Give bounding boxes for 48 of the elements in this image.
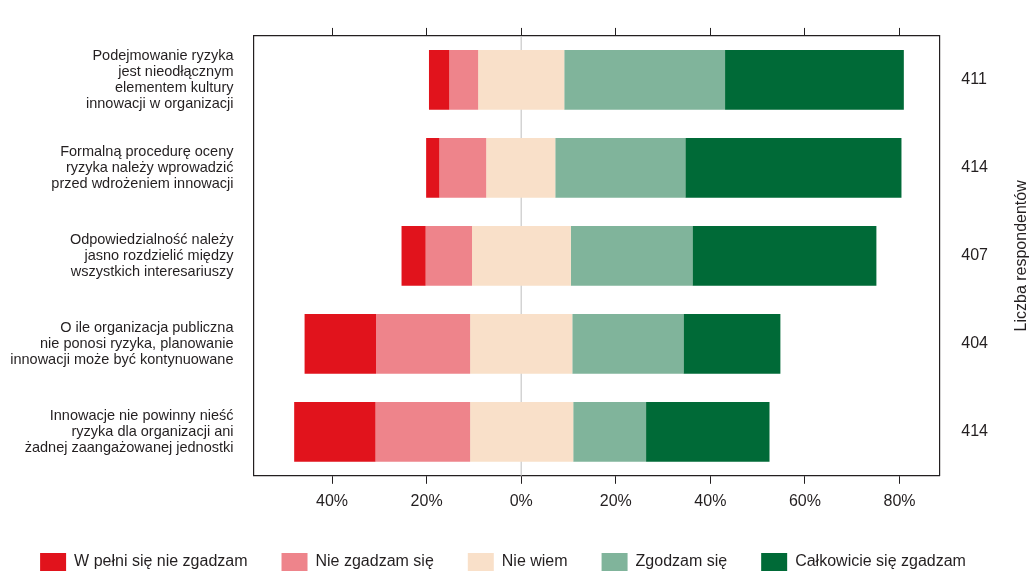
x-tick-label: 20% — [410, 491, 443, 509]
y2-axis-title: Liczba respondentów — [1012, 179, 1030, 332]
x-tick-label: 0% — [509, 491, 533, 509]
x-tick-label: 80% — [883, 491, 916, 509]
bar — [683, 313, 781, 374]
bar — [439, 137, 487, 198]
legend-label: W pełni się nie zgadzam — [74, 552, 248, 570]
bar — [725, 50, 904, 110]
bar — [428, 50, 450, 110]
y-tick-label: Innowacje nie powinny nieść ryzyka dla organizacji ani żadnej zaangażowanej jednostki — [24, 406, 234, 455]
bar — [573, 401, 647, 462]
legend-label: Zgodzam się — [635, 552, 728, 570]
bar — [449, 50, 479, 110]
y2-tick-label: 414 — [961, 422, 989, 440]
bar — [425, 225, 473, 286]
bar — [470, 401, 574, 462]
y-tick-label: Odpowiedzialność należy jasno rozdzielić między wszystkich interesariuszy — [69, 230, 235, 279]
bar — [472, 225, 571, 286]
bar — [685, 137, 902, 198]
bar — [375, 401, 471, 462]
bar — [401, 225, 426, 286]
bar — [646, 401, 770, 462]
y-tick-label: Podejmowanie ryzyka jest nieodłącznym elementem kultury innowacji w organizacji — [86, 46, 235, 111]
bar — [570, 225, 693, 286]
y2-tick-label: 411 — [961, 70, 987, 88]
y2-tick-label: 414 — [961, 158, 989, 176]
x-tick-label: 40% — [316, 491, 349, 509]
bar — [294, 401, 376, 462]
bar — [470, 313, 573, 374]
bar — [486, 137, 556, 198]
x-tick-label: 60% — [788, 491, 821, 509]
legend-label: Nie zgadzam się — [315, 552, 434, 570]
bar — [304, 313, 376, 374]
y2-tick-label: 404 — [961, 334, 989, 352]
x-tick-label: 40% — [694, 491, 727, 509]
bar — [376, 313, 471, 374]
y-tick-label: O ile organizacja publiczna nie ponosi ryzyka, planowanie innowacji może być kontynuowane — [10, 318, 235, 367]
y-tick-label: Formalną procedurę oceny ryzyka należy wprowadzić przed wdrożeniem innowacji — [51, 142, 235, 191]
y2-tick-label: 407 — [961, 246, 989, 264]
legend-label: Całkowicie się zgadzam — [795, 552, 966, 570]
bar — [692, 225, 877, 286]
x-tick-label: 20% — [599, 491, 632, 509]
bar — [426, 137, 440, 198]
bar — [555, 137, 686, 198]
bar — [564, 50, 726, 110]
bar — [478, 50, 565, 110]
legend-label: Nie wiem — [501, 552, 568, 570]
bar — [572, 313, 684, 374]
